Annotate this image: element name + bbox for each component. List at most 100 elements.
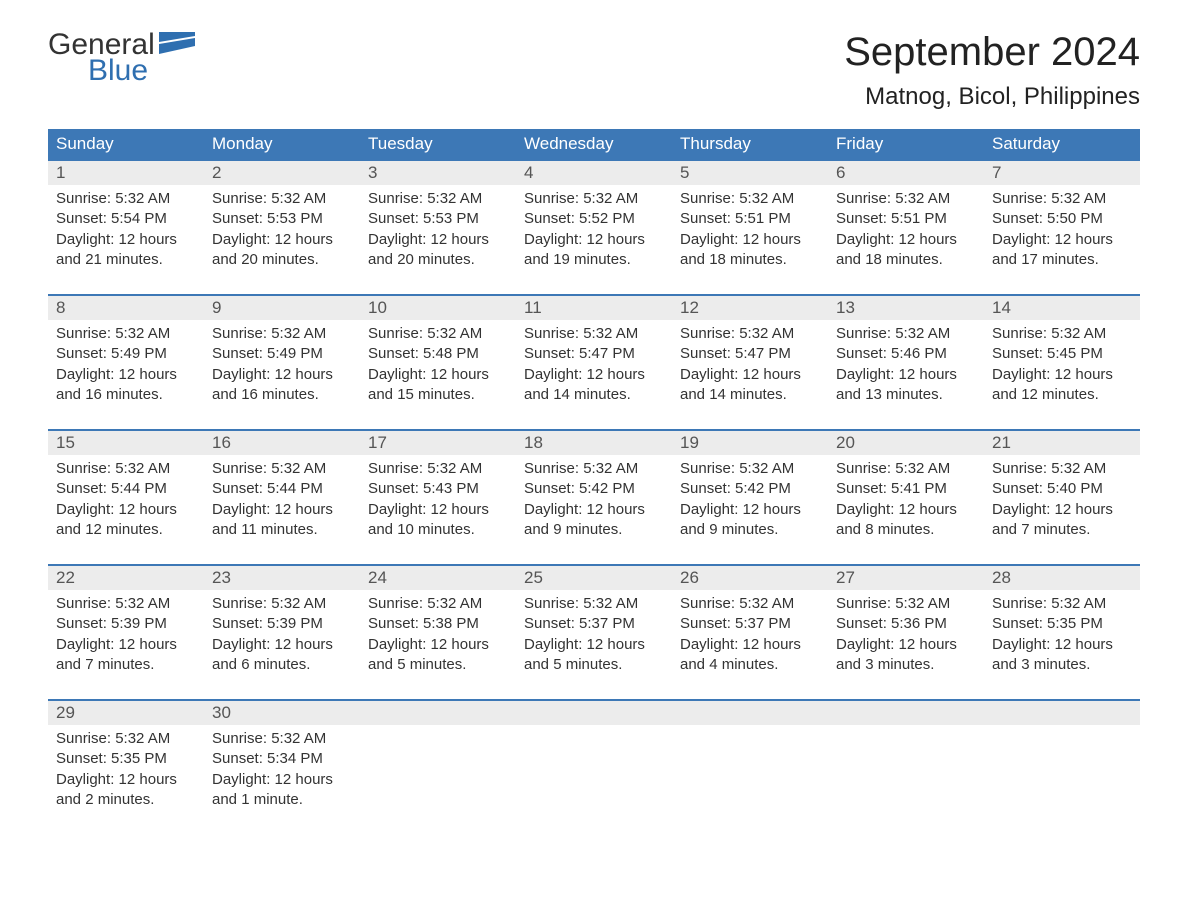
sunset-text: Sunset: 5:49 PM xyxy=(56,344,196,364)
daylight-text: Daylight: 12 hours and 15 minutes. xyxy=(368,365,508,406)
daylight-text: Daylight: 12 hours and 11 minutes. xyxy=(212,500,352,541)
daylight-text: Daylight: 12 hours and 16 minutes. xyxy=(56,365,196,406)
sunrise-text: Sunrise: 5:32 AM xyxy=(836,324,976,344)
day-number: 24 xyxy=(360,566,516,590)
sunrise-text: Sunrise: 5:32 AM xyxy=(680,189,820,209)
cell-details: Sunrise: 5:32 AMSunset: 5:50 PMDaylight:… xyxy=(992,189,1132,270)
sunrise-text: Sunrise: 5:32 AM xyxy=(992,189,1132,209)
sunrise-text: Sunrise: 5:32 AM xyxy=(56,189,196,209)
daylight-text: Daylight: 12 hours and 21 minutes. xyxy=(56,230,196,271)
sunrise-text: Sunrise: 5:32 AM xyxy=(212,594,352,614)
sunset-text: Sunset: 5:53 PM xyxy=(368,209,508,229)
cell-details: Sunrise: 5:32 AMSunset: 5:35 PMDaylight:… xyxy=(56,729,196,810)
cell-details: Sunrise: 5:32 AMSunset: 5:44 PMDaylight:… xyxy=(56,459,196,540)
sunset-text: Sunset: 5:51 PM xyxy=(836,209,976,229)
sunrise-text: Sunrise: 5:32 AM xyxy=(368,324,508,344)
cell-details: Sunrise: 5:32 AMSunset: 5:53 PMDaylight:… xyxy=(212,189,352,270)
sunset-text: Sunset: 5:46 PM xyxy=(836,344,976,364)
calendar-cell: 17Sunrise: 5:32 AMSunset: 5:43 PMDayligh… xyxy=(360,431,516,546)
calendar-cell: 4Sunrise: 5:32 AMSunset: 5:52 PMDaylight… xyxy=(516,161,672,276)
sunset-text: Sunset: 5:40 PM xyxy=(992,479,1132,499)
sunset-text: Sunset: 5:36 PM xyxy=(836,614,976,634)
brand-word-blue: Blue xyxy=(88,56,195,86)
calendar-cell: 25Sunrise: 5:32 AMSunset: 5:37 PMDayligh… xyxy=(516,566,672,681)
cell-details: Sunrise: 5:32 AMSunset: 5:52 PMDaylight:… xyxy=(524,189,664,270)
calendar-cell: 10Sunrise: 5:32 AMSunset: 5:48 PMDayligh… xyxy=(360,296,516,411)
sunset-text: Sunset: 5:48 PM xyxy=(368,344,508,364)
dayheader-wednesday: Wednesday xyxy=(516,129,672,159)
week-row: 15Sunrise: 5:32 AMSunset: 5:44 PMDayligh… xyxy=(48,429,1140,546)
day-number: 21 xyxy=(984,431,1140,455)
cell-details: Sunrise: 5:32 AMSunset: 5:36 PMDaylight:… xyxy=(836,594,976,675)
calendar-cell: 3Sunrise: 5:32 AMSunset: 5:53 PMDaylight… xyxy=(360,161,516,276)
day-number: 20 xyxy=(828,431,984,455)
day-number: 8 xyxy=(48,296,204,320)
cell-details: Sunrise: 5:32 AMSunset: 5:49 PMDaylight:… xyxy=(56,324,196,405)
sunset-text: Sunset: 5:38 PM xyxy=(368,614,508,634)
dayheader-tuesday: Tuesday xyxy=(360,129,516,159)
daylight-text: Daylight: 12 hours and 8 minutes. xyxy=(836,500,976,541)
day-number: 17 xyxy=(360,431,516,455)
sunset-text: Sunset: 5:39 PM xyxy=(212,614,352,634)
daylight-text: Daylight: 12 hours and 5 minutes. xyxy=(368,635,508,676)
sunrise-text: Sunrise: 5:32 AM xyxy=(680,324,820,344)
day-number: 26 xyxy=(672,566,828,590)
cell-details: Sunrise: 5:32 AMSunset: 5:48 PMDaylight:… xyxy=(368,324,508,405)
calendar-cell: 29Sunrise: 5:32 AMSunset: 5:35 PMDayligh… xyxy=(48,701,204,816)
calendar-cell: 14 Sunrise: 5:32 AMSunset: 5:45 PMDayligh… xyxy=(984,296,1140,411)
location-title: Matnog, Bicol, Philippines xyxy=(844,83,1140,111)
calendar-cell xyxy=(516,701,672,816)
header: General Blue September 2024 Matnog, Bico… xyxy=(48,30,1140,111)
sunrise-text: Sunrise: 5:32 AM xyxy=(56,459,196,479)
day-number: 3 xyxy=(360,161,516,185)
calendar-cell: 28Sunrise: 5:32 AMSunset: 5:35 PMDayligh… xyxy=(984,566,1140,681)
calendar-cell: 13Sunrise: 5:32 AMSunset: 5:46 PMDayligh… xyxy=(828,296,984,411)
calendar-cell: 21Sunrise: 5:32 AMSunset: 5:40 PMDayligh… xyxy=(984,431,1140,546)
sunset-text: Sunset: 5:54 PM xyxy=(56,209,196,229)
daylight-text: Daylight: 12 hours and 4 minutes. xyxy=(680,635,820,676)
cell-details: Sunrise: 5:32 AMSunset: 5:51 PMDaylight:… xyxy=(836,189,976,270)
day-number: 19 xyxy=(672,431,828,455)
cell-details: Sunrise: 5:32 AMSunset: 5:47 PMDaylight:… xyxy=(680,324,820,405)
sunset-text: Sunset: 5:43 PM xyxy=(368,479,508,499)
cell-details: Sunrise: 5:32 AMSunset: 5:49 PMDaylight:… xyxy=(212,324,352,405)
day-number: 2 xyxy=(204,161,360,185)
calendar-cell: 18Sunrise: 5:32 AMSunset: 5:42 PMDayligh… xyxy=(516,431,672,546)
dayheader-sunday: Sunday xyxy=(48,129,204,159)
calendar-cell: 23Sunrise: 5:32 AMSunset: 5:39 PMDayligh… xyxy=(204,566,360,681)
calendar-cell: 11Sunrise: 5:32 AMSunset: 5:47 PMDayligh… xyxy=(516,296,672,411)
calendar-cell: 24Sunrise: 5:32 AMSunset: 5:38 PMDayligh… xyxy=(360,566,516,681)
cell-details: Sunrise: 5:32 AMSunset: 5:51 PMDaylight:… xyxy=(680,189,820,270)
calendar-cell: 19 Sunrise: 5:32 AMSunset: 5:42 PMDayligh… xyxy=(672,431,828,546)
calendar-cell: 22Sunrise: 5:32 AMSunset: 5:39 PMDayligh… xyxy=(48,566,204,681)
daylight-text: Daylight: 12 hours and 1 minute. xyxy=(212,770,352,811)
daylight-text: Daylight: 12 hours and 2 minutes. xyxy=(56,770,196,811)
daylight-text: Daylight: 12 hours and 9 minutes. xyxy=(680,500,820,541)
daylight-text: Daylight: 12 hours and 7 minutes. xyxy=(992,500,1132,541)
daylight-text: Daylight: 12 hours and 18 minutes. xyxy=(836,230,976,271)
sunset-text: Sunset: 5:51 PM xyxy=(680,209,820,229)
sunrise-text: Sunrise: 5:32 AM xyxy=(368,189,508,209)
cell-details: Sunrise: 5:32 AMSunset: 5:47 PMDaylight:… xyxy=(524,324,664,405)
calendar-cell: 6Sunrise: 5:32 AMSunset: 5:51 PMDaylight… xyxy=(828,161,984,276)
calendar-cell: 2 Sunrise: 5:32 AMSunset: 5:53 PMDaylight… xyxy=(204,161,360,276)
cell-details: Sunrise: 5:32 AMSunset: 5:45 PMDaylight:… xyxy=(992,324,1132,405)
cell-details: Sunrise: 5:32 AMSunset: 5:34 PMDaylight:… xyxy=(212,729,352,810)
calendar-cell: 16Sunrise: 5:32 AMSunset: 5:44 PMDayligh… xyxy=(204,431,360,546)
sunset-text: Sunset: 5:42 PM xyxy=(680,479,820,499)
daylight-text: Daylight: 12 hours and 19 minutes. xyxy=(524,230,664,271)
day-number: 16 xyxy=(204,431,360,455)
cell-details: Sunrise: 5:32 AMSunset: 5:54 PMDaylight:… xyxy=(56,189,196,270)
calendar: Sunday Monday Tuesday Wednesday Thursday… xyxy=(48,129,1140,816)
calendar-cell: 27Sunrise: 5:32 AMSunset: 5:36 PMDayligh… xyxy=(828,566,984,681)
day-number: 14 xyxy=(984,296,1140,320)
day-number xyxy=(984,701,1140,725)
cell-details: Sunrise: 5:32 AMSunset: 5:42 PMDaylight:… xyxy=(680,459,820,540)
daylight-text: Daylight: 12 hours and 12 minutes. xyxy=(992,365,1132,406)
dayheader-friday: Friday xyxy=(828,129,984,159)
sunrise-text: Sunrise: 5:32 AM xyxy=(368,459,508,479)
day-number: 25 xyxy=(516,566,672,590)
week-row: 29Sunrise: 5:32 AMSunset: 5:35 PMDayligh… xyxy=(48,699,1140,816)
day-number xyxy=(516,701,672,725)
sunset-text: Sunset: 5:35 PM xyxy=(992,614,1132,634)
